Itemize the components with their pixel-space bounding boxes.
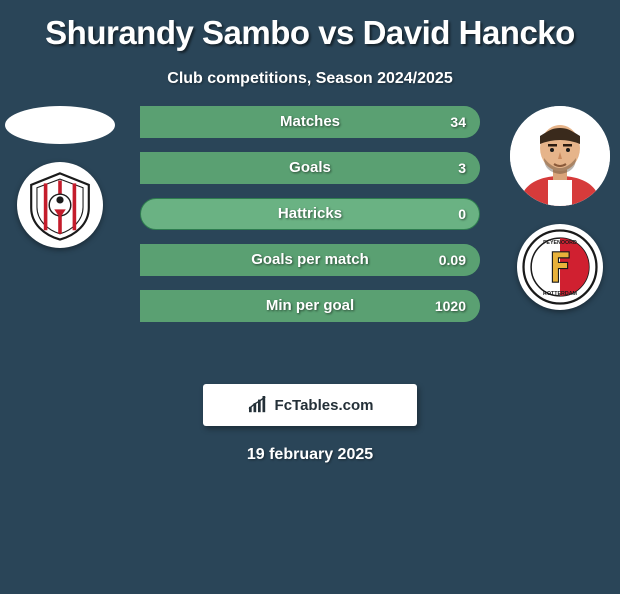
stat-bar: Goals3 bbox=[140, 152, 480, 184]
comparison-stage: FEYENOORD ROTTERDAM Matches34 Goals3 Hattr… bbox=[0, 106, 620, 366]
svg-text:FEYENOORD: FEYENOORD bbox=[543, 240, 577, 246]
stat-value-right: 1020 bbox=[421, 290, 480, 322]
svg-text:ROTTERDAM: ROTTERDAM bbox=[543, 291, 578, 297]
stat-bar: Matches34 bbox=[140, 106, 480, 138]
stat-value-right: 0.09 bbox=[425, 244, 480, 276]
left-player-column bbox=[0, 106, 120, 248]
stat-bar: Hattricks0 bbox=[140, 198, 480, 230]
stat-value-right: 0 bbox=[444, 198, 480, 230]
right-club-logo: FEYENOORD ROTTERDAM bbox=[517, 224, 603, 310]
brand-icon bbox=[247, 396, 269, 414]
stat-value-left bbox=[140, 152, 168, 184]
left-player-avatar bbox=[5, 106, 115, 144]
brand-badge: FcTables.com bbox=[203, 384, 417, 426]
date-label: 19 february 2025 bbox=[0, 446, 620, 464]
stat-bar: Goals per match0.09 bbox=[140, 244, 480, 276]
stat-value-right: 3 bbox=[444, 152, 480, 184]
stat-value-left bbox=[140, 106, 168, 138]
stat-value-right: 34 bbox=[436, 106, 480, 138]
stat-value-left bbox=[140, 244, 168, 276]
right-player-column: FEYENOORD ROTTERDAM bbox=[500, 106, 620, 310]
stat-value-left bbox=[140, 290, 168, 322]
page-subtitle: Club competitions, Season 2024/2025 bbox=[0, 70, 620, 88]
right-player-avatar bbox=[510, 106, 610, 206]
stat-bar: Min per goal1020 bbox=[140, 290, 480, 322]
page-title: Shurandy Sambo vs David Hancko bbox=[0, 14, 620, 52]
left-club-logo bbox=[17, 162, 103, 248]
brand-label: FcTables.com bbox=[275, 397, 374, 414]
stat-value-left bbox=[140, 198, 168, 230]
stat-bars: Matches34 Goals3 Hattricks0 Goals per match… bbox=[140, 106, 480, 322]
